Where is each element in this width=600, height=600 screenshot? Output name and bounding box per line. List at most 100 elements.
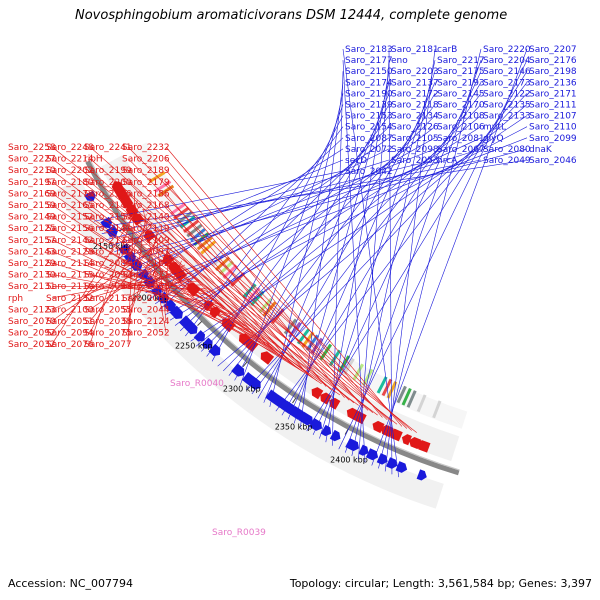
cog-block: [401, 387, 412, 406]
reverse-gene-label-leader: [89, 158, 393, 423]
reverse-gene-label: Saro_2115: [46, 271, 94, 281]
reverse-gene-label: Saro_2131: [8, 282, 56, 292]
reverse-gene-label-leader: [51, 146, 417, 433]
forward-gene-label: Saro_2118: [391, 101, 439, 111]
rna-gene-label: Saro_R0039: [212, 528, 266, 538]
reverse-gene-label-leader: [51, 256, 179, 310]
reverse-gene-arrow: [401, 434, 412, 446]
reverse-gene-label: Saro_2090: [84, 271, 132, 281]
forward-gene-arrow: [163, 299, 176, 312]
forward-gene-label-leader: [169, 126, 482, 321]
forward-gene-label: glyQ: [483, 134, 504, 144]
reverse-gene-label: Saro_2125: [8, 224, 56, 234]
forward-gene-label: Saro_2107: [529, 112, 577, 122]
forward-gene-label: Saro_2220: [483, 45, 531, 55]
forward-gene-label: Saro_2134: [391, 112, 439, 122]
forward-gene-label-leader: [105, 159, 436, 241]
forward-gene-label-leader: [145, 137, 482, 293]
reverse-gene-label: Saro_2144: [84, 201, 132, 211]
forward-gene-label: Saro_2110: [529, 123, 577, 133]
reverse-gene-label-leader: [127, 158, 388, 420]
reverse-gene-label: Saro_2071: [122, 271, 170, 281]
kbp-tick-label: 2250 kbp: [175, 341, 213, 350]
forward-gene-label: Saro_2198: [529, 67, 577, 77]
forward-gene-label-leader: [378, 48, 482, 469]
kbp-tick-label: 2300 kbp: [223, 384, 261, 393]
reverse-gene-label: Saro_2093: [84, 282, 132, 292]
forward-gene-arrow: [376, 453, 388, 465]
backbone-inner-line: [89, 159, 460, 471]
forward-gene-arrow: [208, 343, 221, 356]
reverse-gene-label: Saro_2142: [46, 236, 94, 246]
forward-gene-label: Saro_2153: [345, 112, 393, 122]
cog-block: [148, 171, 166, 184]
reverse-gene-label-leader: [89, 227, 283, 357]
reverse-gene-label-leader: [165, 170, 364, 409]
forward-gene-arrow: [193, 330, 206, 342]
reverse-gene-label-leader: [165, 193, 327, 387]
cog-block: [338, 355, 351, 373]
cog-block: [183, 219, 200, 234]
forward-gene-label: Saro_2067: [437, 145, 485, 155]
forward-gene-label-leader: [174, 126, 436, 326]
reverse-gene-label-leader: [165, 239, 258, 337]
forward-gene-label-leader: [342, 48, 400, 478]
forward-gene-label: Saro_2204: [483, 56, 531, 66]
reverse-gene-label: Saro_2128: [46, 247, 94, 257]
reverse-gene-label-leader: [165, 181, 345, 398]
reverse-gene-label: Saro_2168: [122, 201, 170, 211]
kbp-tick: [197, 321, 203, 326]
forward-gene-label-leader: [245, 93, 528, 390]
forward-gene-label: Saro_2053: [391, 156, 439, 166]
forward-gene-label: Saro_2154: [345, 123, 393, 133]
forward-gene-label: Saro_2193: [437, 78, 485, 88]
reverse-gene-label-leader: [165, 204, 309, 376]
reverse-gene-label: Saro_2130: [8, 271, 56, 281]
reverse-gene-label-leader: [127, 146, 408, 429]
reverse-gene-label-leader: [51, 222, 153, 333]
forward-gene-arrow: [231, 363, 245, 377]
forward-gene-label: Saro_2171: [529, 89, 577, 99]
reverse-gene-label-leader: [51, 227, 287, 360]
rna-gene-label: Saro_R0040: [170, 379, 224, 389]
forward-gene-label-leader: [185, 126, 344, 337]
forward-gene-label-leader: [131, 148, 390, 276]
reverse-gene-arrow: [311, 387, 324, 400]
kbp-tick: [242, 361, 248, 367]
forward-gene-label: Saro_2111: [529, 101, 577, 111]
reverse-gene-label: Saro_2199: [84, 166, 132, 176]
reverse-gene-label-leader: [89, 169, 374, 414]
forward-gene-label: Saro_2042: [345, 167, 393, 177]
reverse-gene-label: rph: [8, 294, 23, 304]
kbp-tick: [292, 397, 297, 404]
reverse-gene-label: Saro_2143: [8, 247, 56, 257]
forward-gene-label: Saro_2172: [391, 89, 439, 99]
reverse-gene-label-leader: [165, 146, 403, 427]
forward-gene-label-leader: [358, 60, 390, 460]
forward-gene-arrow: [241, 372, 253, 384]
reverse-gene-label: Saro_2166: [84, 189, 132, 199]
reverse-gene-label: Saro_2102: [122, 259, 170, 269]
forward-gene-label-leader: [195, 115, 482, 347]
reverse-gene-label-leader: [89, 268, 189, 299]
reverse-gene-label-leader: [51, 181, 359, 406]
reverse-gene-label: Saro_2165: [46, 201, 94, 211]
reverse-gene-label: Saro_2258: [8, 143, 56, 153]
forward-gene-label-leader: [319, 71, 436, 439]
forward-gene-label-leader: [384, 48, 436, 472]
forward-gene-label-leader: [206, 115, 390, 357]
cog-block: [186, 223, 203, 238]
forward-gene-label: Saro_2217: [437, 56, 485, 66]
reverse-gene-label-leader: [165, 244, 169, 310]
reverse-gene-label: Saro_2086: [84, 259, 132, 269]
reverse-gene-label: Saro_2116: [46, 282, 94, 292]
reverse-gene-label-leader: [165, 228, 274, 351]
reverse-gene-label: Saro_2227: [8, 155, 56, 165]
reverse-gene-label-leader: [89, 146, 412, 431]
reverse-gene-label-leader: [127, 195, 135, 345]
reverse-gene-label-leader: [127, 169, 369, 411]
forward-gene-label: Saro_2175: [437, 67, 485, 77]
reverse-gene-arrow: [409, 437, 422, 450]
reverse-gene-label: Saro_2141: [84, 224, 132, 234]
reverse-gene-label: Saro_2152: [46, 213, 94, 223]
